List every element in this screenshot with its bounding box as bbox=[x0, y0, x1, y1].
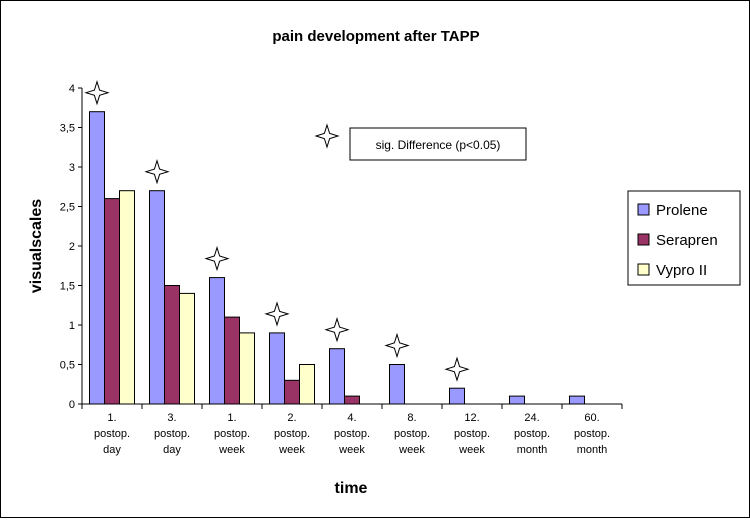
y-axis-title: visualscales bbox=[28, 199, 45, 293]
bar bbox=[569, 395, 585, 405]
bar bbox=[449, 387, 465, 405]
x-axis-ticks: 1. postop. day 3. postop. day 1. postop. week 2. p… bbox=[94, 412, 610, 456]
bar bbox=[209, 277, 225, 405]
significance-star-icon bbox=[144, 159, 170, 185]
y-axis-ticks: 0 0,5 1 1,5 2 2,5 3 3,5 4 bbox=[60, 83, 82, 411]
x-tick-label: 8. postop. week bbox=[394, 412, 430, 456]
significance-star-icon bbox=[384, 332, 410, 359]
y-tick-label: 2,5 bbox=[60, 202, 75, 214]
bar bbox=[164, 285, 180, 405]
y-tick-label: 2 bbox=[69, 241, 75, 253]
legend-swatch bbox=[637, 233, 650, 246]
chart-title: pain development after TAPP bbox=[272, 28, 479, 45]
y-tick-label: 3 bbox=[69, 162, 75, 174]
bar bbox=[299, 364, 315, 405]
bar bbox=[284, 379, 300, 405]
x-tick-label: 12. postop. week bbox=[454, 412, 490, 456]
bar bbox=[179, 292, 195, 405]
significance-markers bbox=[84, 80, 470, 382]
significance-star-icon bbox=[84, 80, 110, 106]
y-tick-label: 3,5 bbox=[60, 123, 75, 135]
annotation-star-icon bbox=[314, 123, 340, 149]
bar bbox=[344, 395, 360, 405]
y-tick-label: 4 bbox=[69, 83, 75, 95]
bar bbox=[149, 190, 165, 405]
bar bbox=[269, 332, 285, 405]
bar bbox=[389, 364, 405, 405]
significance-star-icon bbox=[204, 245, 230, 272]
y-tick-label: 1,5 bbox=[60, 281, 75, 293]
legend-swatch bbox=[637, 263, 650, 276]
legend: Prolene Serapren Vypro II bbox=[627, 190, 741, 286]
legend-swatch bbox=[637, 203, 650, 216]
bar bbox=[239, 332, 255, 405]
bar bbox=[89, 111, 105, 405]
annotation-text: sig. Difference (p<0.05) bbox=[376, 138, 501, 152]
x-tick-label: 4. postop. week bbox=[334, 412, 370, 456]
bars bbox=[89, 111, 585, 405]
x-tick-label: 1. postop. week bbox=[214, 412, 250, 456]
legend-label: Serapren bbox=[656, 232, 718, 249]
legend-label: Vypro II bbox=[656, 262, 707, 279]
x-axis-title: time bbox=[335, 480, 368, 497]
y-tick-label: 1 bbox=[69, 320, 75, 332]
y-tick-label: 0,5 bbox=[60, 360, 75, 372]
bar bbox=[104, 198, 120, 405]
x-tick-label: 60. postop. month bbox=[574, 412, 610, 456]
x-tick-label: 1. postop. day bbox=[94, 412, 130, 456]
bar bbox=[224, 316, 240, 405]
bar bbox=[509, 395, 525, 405]
y-tick-label: 0 bbox=[69, 399, 75, 411]
x-tick-label: 3. postop. day bbox=[154, 412, 190, 456]
bar bbox=[329, 348, 345, 405]
legend-label: Prolene bbox=[656, 202, 708, 219]
significance-star-icon bbox=[324, 317, 350, 343]
annotation-box: sig. Difference (p<0.05) bbox=[349, 127, 527, 161]
bar bbox=[119, 190, 135, 405]
significance-star-icon bbox=[444, 356, 470, 382]
x-tick-label: 24. postop. month bbox=[514, 412, 550, 456]
x-tick-label: 2. postop. week bbox=[274, 412, 310, 456]
axes bbox=[81, 88, 623, 409]
significance-star-icon bbox=[264, 301, 290, 327]
annotation-star-icon bbox=[314, 123, 340, 149]
